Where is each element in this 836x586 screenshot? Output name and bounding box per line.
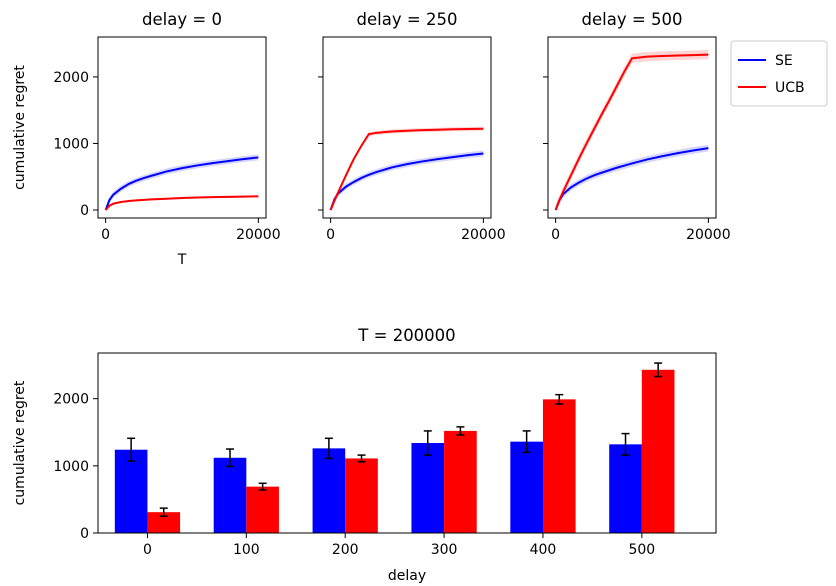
legend: SE UCB	[730, 40, 828, 107]
x-tick-label: 0	[326, 227, 335, 243]
series-line-SE	[554, 147, 709, 211]
bar-UCB-200	[345, 458, 378, 533]
x-tick-label: 400	[530, 542, 557, 558]
panel-title: delay = 500	[582, 10, 683, 29]
y-tick-label: 0	[80, 203, 89, 219]
x-tick-label: 20000	[236, 227, 281, 243]
bar-panel: 0 100 200 300 400 500 0 1000 2000 T = 200000 delay…	[12, 326, 717, 584]
legend-label-UCB: UCB	[775, 80, 805, 96]
bar-UCB-500	[641, 369, 675, 533]
axes-frame	[547, 36, 717, 219]
legend-label-SE: SE	[775, 53, 793, 69]
bar-UCB-400	[542, 399, 576, 533]
axes-frame	[97, 352, 717, 534]
bar-SE-500	[609, 444, 642, 533]
confidence-band-UCB	[330, 126, 484, 211]
y-tick-label: 0	[80, 526, 89, 542]
x-tick-label: 20000	[461, 227, 506, 243]
confidence-band-SE	[330, 150, 484, 211]
x-axis-label: T	[177, 252, 187, 268]
series-line-SE	[104, 156, 259, 211]
panel-title: T = 200000	[357, 326, 455, 345]
bar-UCB-100	[246, 486, 279, 533]
x-tick-label: 300	[431, 542, 458, 558]
series-line-UCB	[554, 53, 709, 211]
bar-UCB-0	[147, 512, 181, 533]
x-tick-label: 20000	[686, 227, 731, 243]
bar-SE-200	[312, 448, 346, 533]
y-axis-label: cumulative regret	[12, 380, 28, 505]
confidence-band-SE	[555, 144, 709, 211]
bar-SE-300	[411, 443, 445, 533]
y-tick-label: 1000	[53, 136, 89, 152]
x-tick-label: 0	[101, 227, 110, 243]
y-tick-label: 2000	[53, 70, 89, 86]
x-tick-label: 0	[551, 227, 560, 243]
y-axis-label: cumulative regret	[12, 65, 28, 190]
axes-frame	[97, 36, 267, 219]
bar-SE-0	[114, 449, 148, 533]
bar-SE-100	[213, 457, 247, 533]
axes-frame	[322, 36, 492, 219]
panel-title: delay = 250	[357, 10, 458, 29]
x-tick-label: 200	[332, 542, 359, 558]
y-tick-label: 2000	[53, 392, 89, 408]
x-tick-label: 500	[628, 542, 655, 558]
series-line-SE	[329, 152, 484, 211]
bar-SE-400	[510, 441, 543, 533]
series-line-UCB	[329, 127, 484, 211]
series-line-UCB	[104, 195, 259, 211]
x-tick-label: 0	[143, 542, 152, 558]
line-panel-2: 0 20000 delay = 500	[543, 10, 731, 243]
x-axis-label: delay	[388, 568, 426, 584]
bar-UCB-300	[444, 430, 477, 533]
line-panel-1: 0 20000 delay = 250	[318, 10, 506, 243]
panel-title: delay = 0	[142, 10, 222, 29]
y-tick-label: 1000	[53, 459, 89, 475]
legend-box	[730, 40, 828, 107]
x-tick-label: 100	[233, 542, 260, 558]
